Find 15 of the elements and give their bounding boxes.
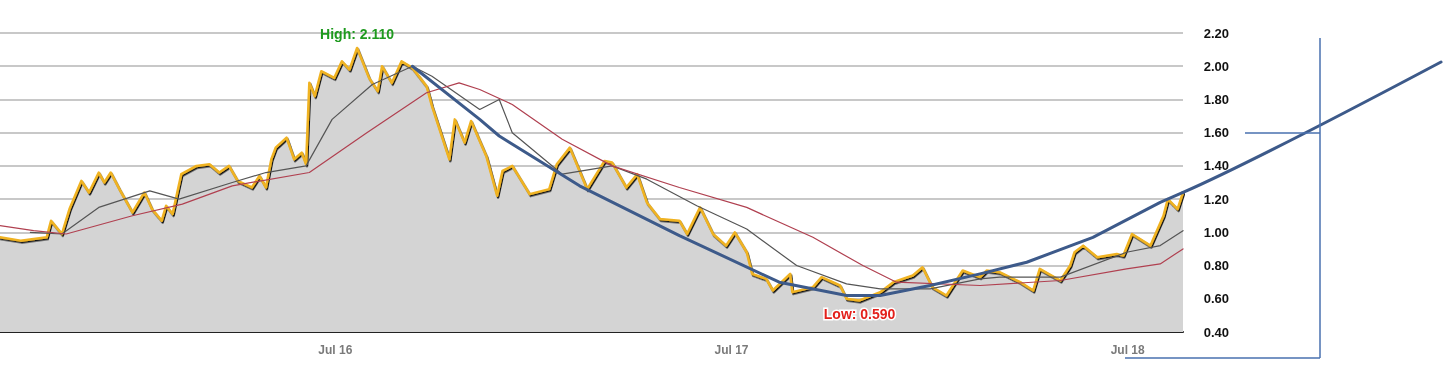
- y-tick-label: 1.40: [1203, 158, 1229, 174]
- x-tick-label: Jul 16: [318, 343, 353, 357]
- y-tick-label: 1.60: [1203, 125, 1229, 141]
- x-tick-label: Jul 17: [714, 343, 749, 357]
- x-tick-label: Jul 18: [1110, 343, 1145, 357]
- y-tick-label: 0.40: [1203, 324, 1229, 340]
- annotation: Low: 0.590: [823, 306, 896, 323]
- y-tick-label: 1.00: [1203, 224, 1229, 240]
- y-tick-label: 0.60: [1203, 291, 1229, 307]
- y-tick-label: 2.20: [1203, 25, 1229, 41]
- y-tick-label: 0.80: [1203, 258, 1229, 274]
- annotation: High: 2.110: [320, 25, 395, 42]
- y-tick-label: 1.20: [1203, 191, 1229, 207]
- y-tick-label: 1.80: [1203, 91, 1229, 107]
- y-tick-label: 2.00: [1203, 58, 1229, 74]
